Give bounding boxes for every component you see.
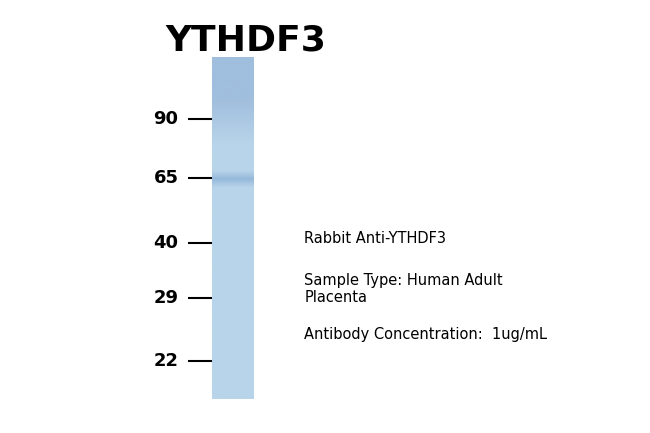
Text: YTHDF3: YTHDF3 <box>165 24 326 58</box>
Text: Rabbit Anti-YTHDF3: Rabbit Anti-YTHDF3 <box>304 231 447 246</box>
Text: 40: 40 <box>153 234 178 252</box>
Text: Antibody Concentration:  1ug/mL: Antibody Concentration: 1ug/mL <box>304 327 547 342</box>
Text: 65: 65 <box>153 169 178 187</box>
Text: 90: 90 <box>153 110 178 128</box>
Text: 29: 29 <box>153 289 178 307</box>
Text: Sample Type: Human Adult
Placenta: Sample Type: Human Adult Placenta <box>304 273 503 305</box>
Text: 22: 22 <box>153 352 178 370</box>
